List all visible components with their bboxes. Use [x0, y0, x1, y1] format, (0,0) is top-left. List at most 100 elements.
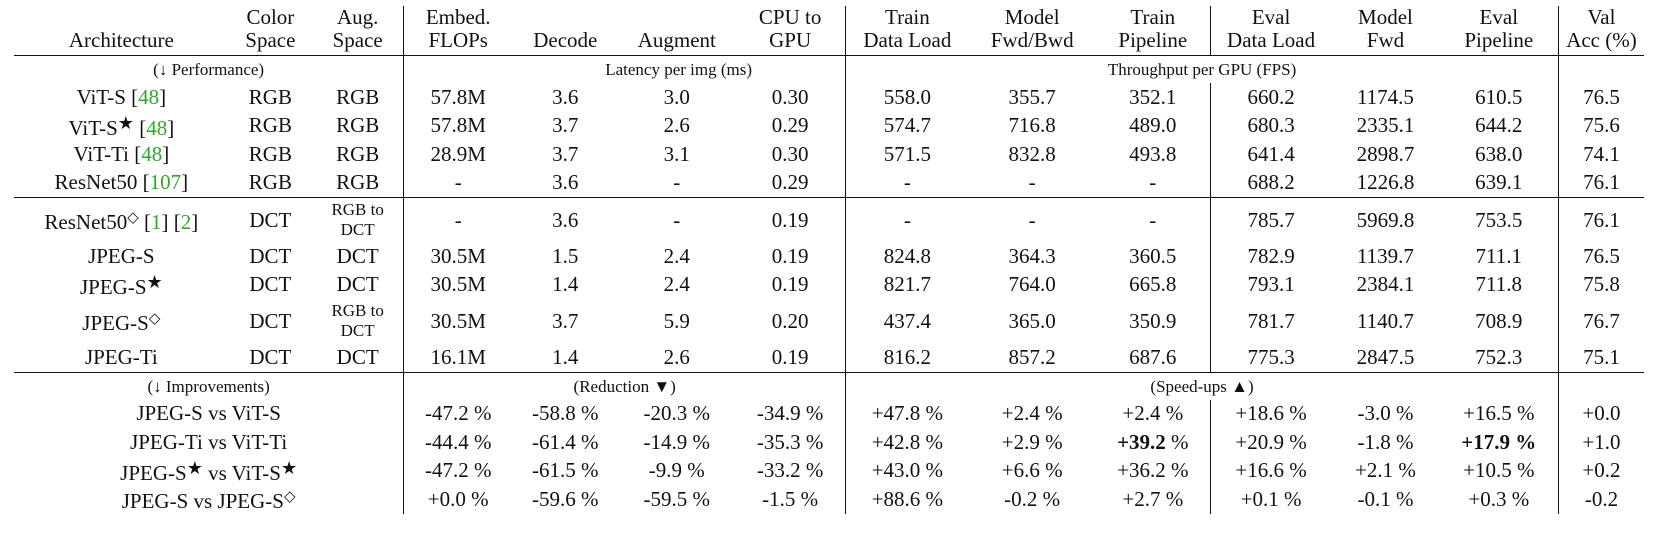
- comparison-cell: JPEG-S vs JPEG-S◇: [121, 488, 296, 513]
- reduction-label: (Reduction ▼): [403, 372, 846, 400]
- val-acc-cell: 74.1: [1557, 140, 1644, 169]
- model-fwd-cell: 1174.5: [1356, 84, 1414, 109]
- speedups-label: (Speed-ups ▲): [845, 372, 1559, 400]
- cpu-to-gpu-cell: 0.19: [771, 344, 809, 369]
- model-fwd-cell: 5969.8: [1356, 207, 1415, 232]
- train-data-load-cell: -: [845, 168, 969, 198]
- aug-space-cell: RGB: [336, 113, 380, 138]
- color-space-cell: DCT: [249, 308, 292, 333]
- aug-space-cell: RGB to DCT: [331, 200, 384, 239]
- model-fwd-bwd-cell: 365.0: [1008, 308, 1056, 333]
- val-acc-cell: 75.1: [1557, 343, 1644, 372]
- model-fwd-bwd-cell: +2.4 %: [1001, 401, 1063, 426]
- latency-label: Latency per img (ms): [605, 60, 753, 79]
- val-acc-cell: +0.0: [1557, 399, 1644, 428]
- model-fwd-bwd-cell: 857.2: [1008, 344, 1056, 369]
- color-space-cell: DCT: [249, 344, 292, 369]
- train-pipeline-cell: -: [1149, 207, 1157, 232]
- decode-cell: 3.7: [552, 141, 579, 166]
- eval-pipeline-cell: +16.5 %: [1463, 401, 1535, 426]
- val-acc-cell: 76.7: [1557, 299, 1644, 343]
- decode-cell: 3.6: [552, 207, 579, 232]
- eval-data-load-cell: 781.7: [1209, 299, 1332, 343]
- model-fwd-cell: +2.1 %: [1355, 458, 1416, 483]
- decode-cell: 1.5: [552, 243, 579, 268]
- citation-link[interactable]: 48: [141, 141, 163, 166]
- eval-data-load-cell: 782.9: [1209, 242, 1332, 271]
- eval-data-load-cell: 775.3: [1209, 343, 1332, 372]
- train-data-load-cell: +88.6 %: [845, 485, 969, 514]
- model-fwd-bwd-cell: 364.3: [1008, 243, 1056, 268]
- train-pipeline-cell: +2.4 %: [1122, 401, 1184, 426]
- col-model-fwd-bwd: Model Fwd/Bwd: [990, 5, 1074, 52]
- train-pipeline-cell: 350.9: [1129, 308, 1177, 333]
- empty-cell: [1557, 55, 1644, 83]
- eval-pipeline-cell: 711.1: [1475, 243, 1523, 268]
- star-mark: ★: [186, 457, 203, 478]
- architecture-cell: ResNet50 [107]: [54, 170, 189, 195]
- model-fwd-cell: -0.1 %: [1357, 486, 1414, 511]
- citation-link[interactable]: 107: [149, 170, 182, 195]
- star-mark: ★: [146, 271, 163, 292]
- train-pipeline-cell: -: [1149, 170, 1157, 195]
- eval-data-load-cell: 641.4: [1209, 140, 1332, 169]
- eval-pipeline-cell: 644.2: [1475, 113, 1523, 138]
- cpu-to-gpu-cell: -34.9 %: [756, 401, 824, 426]
- eval-pipeline-cell: 639.1: [1475, 170, 1523, 195]
- eval-data-load-cell: 785.7: [1209, 197, 1332, 242]
- empty-cell: [403, 55, 513, 83]
- val-acc-cell: 76.1: [1557, 197, 1644, 242]
- decode-cell: -59.6 %: [532, 486, 599, 511]
- color-space-cell: DCT: [249, 207, 292, 232]
- color-space-cell: RGB: [248, 84, 292, 109]
- col-embed-flops: Embed. FLOPs: [403, 6, 513, 56]
- diamond-mark: ◇: [283, 488, 296, 505]
- architecture-cell: ViT-S★ [48]: [68, 112, 175, 140]
- eval-pipeline-cell: 752.3: [1475, 344, 1523, 369]
- citation-link[interactable]: 1: [151, 209, 162, 234]
- architecture-cell: JPEG-S◇: [82, 310, 161, 335]
- eval-pipeline-cell: +10.5 %: [1463, 458, 1535, 483]
- augment-cell: 2.4: [663, 272, 690, 297]
- cpu-to-gpu-cell: -1.5 %: [762, 486, 819, 511]
- train-pipeline-cell: 360.5: [1129, 243, 1177, 268]
- eval-pipeline-cell: 753.5: [1475, 207, 1523, 232]
- decode-cell: 3.6: [552, 84, 579, 109]
- cpu-to-gpu-cell: 0.29: [771, 170, 809, 195]
- augment-cell: -20.3 %: [643, 401, 711, 426]
- table-row: ResNet50 [107] RGB RGB -3.6-0.29- - -688.2 122…: [14, 168, 1644, 198]
- eval-pipeline-cell: +0.3 %: [1468, 486, 1530, 511]
- cpu-to-gpu-cell: 0.19: [771, 243, 809, 268]
- train-data-load-cell: 571.5: [845, 140, 969, 169]
- citation-link[interactable]: 48: [146, 115, 168, 140]
- diamond-mark: ◇: [127, 209, 139, 226]
- train-pipeline-cell: 687.6: [1129, 344, 1177, 369]
- performance-subheader: (↓ Performance) Latency per img (ms) Throu…: [14, 55, 1644, 83]
- cpu-to-gpu-cell: 0.19: [771, 207, 809, 232]
- cpu-to-gpu-cell: 0.19: [771, 272, 809, 297]
- embed-flops-cell: 30.5M: [403, 270, 513, 299]
- aug-space-cell: RGB: [336, 84, 380, 109]
- model-fwd-cell: 2384.1: [1356, 272, 1415, 297]
- table-row: JPEG-S vs ViT-S -47.2 % -58.8 % -20.3 % -34.…: [14, 399, 1644, 428]
- model-fwd-bwd-cell: 832.8: [1008, 141, 1056, 166]
- color-space-cell: RGB: [248, 141, 292, 166]
- color-space-cell: RGB: [248, 113, 292, 138]
- augment-cell: 3.0: [663, 84, 690, 109]
- augment-cell: -: [673, 207, 681, 232]
- citation-link[interactable]: 2: [180, 209, 192, 234]
- citation-link[interactable]: 48: [138, 84, 160, 109]
- train-data-load-cell: 821.7: [845, 270, 969, 299]
- eval-pipeline-cell: +17.9 %: [1461, 429, 1537, 454]
- cpu-to-gpu-cell: -33.2 %: [756, 458, 824, 483]
- decode-cell: 1.4: [552, 344, 579, 369]
- aug-space-cell: DCT: [336, 272, 379, 297]
- color-space-cell: DCT: [249, 243, 292, 268]
- architecture-cell: JPEG-S: [88, 243, 155, 268]
- train-data-load-cell: -: [845, 197, 969, 242]
- performance-label: (↓ Performance): [153, 60, 265, 79]
- col-architecture: Architecture: [68, 28, 174, 52]
- decode-cell: 3.6: [552, 170, 579, 195]
- col-train-data-load: Train Data Load: [845, 6, 969, 56]
- embed-flops-cell: -44.4 %: [403, 428, 513, 457]
